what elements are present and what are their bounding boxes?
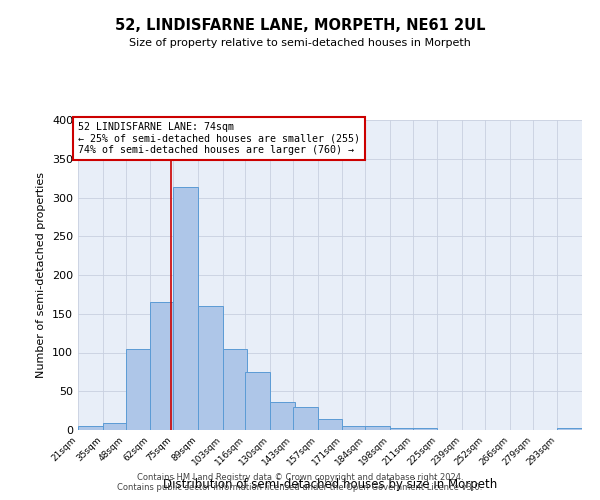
Bar — [150, 302, 175, 430]
Text: Contains public sector information licensed under the Open Government Licence v3: Contains public sector information licen… — [118, 484, 482, 492]
X-axis label: Distribution of semi-detached houses by size in Morpeth: Distribution of semi-detached houses by … — [163, 478, 497, 491]
Bar — [365, 426, 390, 430]
Bar — [390, 428, 415, 430]
Text: 52 LINDISFARNE LANE: 74sqm
← 25% of semi-detached houses are smaller (255)
74% o: 52 LINDISFARNE LANE: 74sqm ← 25% of semi… — [78, 122, 360, 155]
Text: Contains HM Land Registry data © Crown copyright and database right 2024.: Contains HM Land Registry data © Crown c… — [137, 474, 463, 482]
Bar — [198, 306, 223, 430]
Bar — [270, 402, 295, 430]
Bar — [317, 419, 343, 430]
Bar — [103, 423, 127, 430]
Bar — [557, 428, 582, 430]
Text: Size of property relative to semi-detached houses in Morpeth: Size of property relative to semi-detach… — [129, 38, 471, 48]
Bar — [413, 428, 437, 430]
Bar — [125, 348, 150, 430]
Bar — [245, 372, 270, 430]
Y-axis label: Number of semi-detached properties: Number of semi-detached properties — [37, 172, 46, 378]
Text: 52, LINDISFARNE LANE, MORPETH, NE61 2UL: 52, LINDISFARNE LANE, MORPETH, NE61 2UL — [115, 18, 485, 32]
Bar — [223, 348, 247, 430]
Bar — [293, 407, 317, 430]
Bar — [343, 426, 367, 430]
Bar — [78, 426, 103, 430]
Bar — [173, 188, 198, 430]
